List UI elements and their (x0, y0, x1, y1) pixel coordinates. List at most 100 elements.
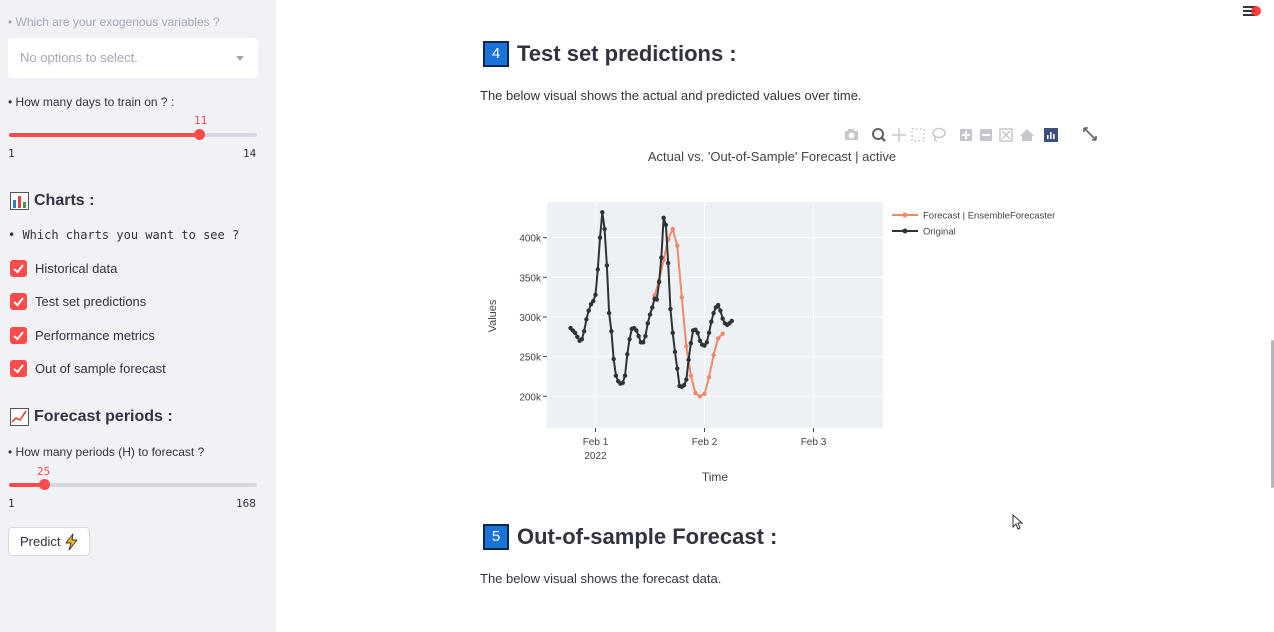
data-point[interactable] (729, 318, 734, 324)
data-point[interactable] (588, 302, 594, 307)
section-4-badge: 4 (483, 41, 509, 67)
data-point[interactable] (688, 340, 694, 346)
data-point[interactable] (650, 305, 655, 310)
data-point[interactable] (600, 210, 605, 215)
data-point[interactable] (593, 292, 598, 297)
data-point[interactable] (695, 330, 700, 336)
lasso-icon[interactable] (932, 127, 946, 142)
box-select-icon[interactable] (911, 128, 925, 142)
forecast-periods-label: • How many periods (H) to forecast ? (8, 445, 205, 459)
data-point[interactable] (693, 327, 698, 332)
pan-icon[interactable] (892, 128, 906, 142)
data-point[interactable] (686, 357, 691, 363)
data-point[interactable] (675, 243, 680, 248)
camera-icon[interactable] (845, 129, 858, 140)
data-point[interactable] (654, 297, 660, 302)
data-point[interactable] (709, 319, 714, 324)
data-point[interactable] (627, 336, 632, 342)
data-point[interactable] (602, 226, 607, 232)
checkbox-checked-icon[interactable] (10, 260, 27, 277)
zoom-out-icon[interactable] (980, 129, 992, 141)
hamburger-menu-icon[interactable] (1241, 4, 1265, 20)
data-point[interactable] (643, 333, 648, 339)
train-days-slider-thumb[interactable] (194, 129, 206, 140)
data-point[interactable] (715, 302, 721, 308)
data-point[interactable] (670, 226, 675, 232)
checkbox-checked-icon[interactable] (10, 293, 27, 310)
fullscreen-icon[interactable] (1083, 127, 1097, 141)
data-point[interactable] (663, 222, 669, 228)
data-point[interactable] (625, 352, 630, 357)
data-point[interactable] (609, 329, 614, 334)
forecast-periods-slider-track[interactable] (9, 483, 257, 487)
plot-area[interactable] (547, 202, 883, 428)
data-point[interactable] (645, 321, 650, 326)
data-point[interactable] (611, 356, 616, 362)
data-point[interactable] (706, 375, 712, 380)
train-days-value: 11 (194, 114, 208, 127)
checkbox-label: Performance metrics (35, 328, 155, 343)
plotly-modebar (845, 127, 1097, 142)
data-point[interactable] (688, 373, 694, 378)
data-point[interactable] (591, 298, 596, 304)
data-point[interactable] (681, 382, 687, 388)
data-point[interactable] (606, 310, 612, 316)
data-point[interactable] (579, 336, 585, 342)
data-point[interactable] (706, 330, 712, 336)
autoscale-icon[interactable] (999, 128, 1013, 142)
scrollbar-thumb[interactable] (1271, 340, 1274, 488)
data-point[interactable] (604, 263, 610, 268)
data-point[interactable] (597, 235, 603, 240)
data-point[interactable] (640, 340, 646, 345)
data-point[interactable] (702, 391, 707, 397)
data-point[interactable] (679, 294, 684, 300)
data-point[interactable] (659, 255, 664, 260)
data-point[interactable] (652, 293, 657, 298)
data-point[interactable] (622, 373, 628, 378)
data-point[interactable] (572, 330, 578, 336)
data-point[interactable] (715, 336, 721, 341)
data-point[interactable] (672, 349, 678, 355)
data-point[interactable] (586, 308, 591, 313)
forecast-periods-slider-thumb[interactable] (39, 479, 51, 490)
data-point[interactable] (684, 377, 689, 382)
data-point[interactable] (693, 390, 698, 396)
data-point[interactable] (647, 312, 653, 317)
data-point[interactable] (711, 310, 716, 316)
data-point[interactable] (702, 343, 707, 348)
predict-button[interactable]: Predict (8, 527, 90, 556)
y-tick-label: 200k (519, 392, 542, 403)
data-point[interactable] (670, 330, 675, 336)
data-point[interactable] (613, 373, 619, 378)
checkbox-checked-icon[interactable] (10, 327, 27, 344)
zoom-in-icon[interactable] (960, 129, 972, 141)
data-point[interactable] (668, 306, 673, 312)
data-point[interactable] (718, 308, 723, 313)
data-point[interactable] (636, 333, 641, 339)
charts-question: • Which charts you want to see ? (8, 228, 240, 242)
data-point[interactable] (697, 338, 703, 343)
data-point[interactable] (656, 279, 662, 285)
data-point[interactable] (711, 352, 716, 358)
plotly-logo-icon[interactable] (1044, 128, 1058, 142)
data-point[interactable] (581, 329, 587, 334)
exog-variables-select[interactable]: No options to select. (8, 38, 258, 78)
data-point[interactable] (720, 316, 725, 321)
chart-legend[interactable]: Forecast | EnsembleForecaster Original (892, 211, 1055, 238)
data-point[interactable] (634, 328, 639, 333)
data-point[interactable] (620, 380, 625, 385)
data-point[interactable] (684, 344, 689, 349)
data-point[interactable] (575, 334, 580, 340)
x-tick-label: Feb 3 (801, 437, 827, 448)
zoom-icon[interactable] (872, 128, 886, 142)
data-point[interactable] (661, 215, 666, 221)
data-point[interactable] (584, 317, 589, 322)
data-point[interactable] (697, 394, 703, 399)
reset-axes-icon[interactable] (1020, 129, 1034, 141)
data-point[interactable] (595, 267, 600, 272)
data-point[interactable] (720, 331, 725, 336)
checkbox-checked-icon[interactable] (10, 360, 27, 377)
data-point[interactable] (675, 366, 680, 371)
data-point[interactable] (665, 260, 671, 266)
data-point[interactable] (704, 340, 709, 345)
